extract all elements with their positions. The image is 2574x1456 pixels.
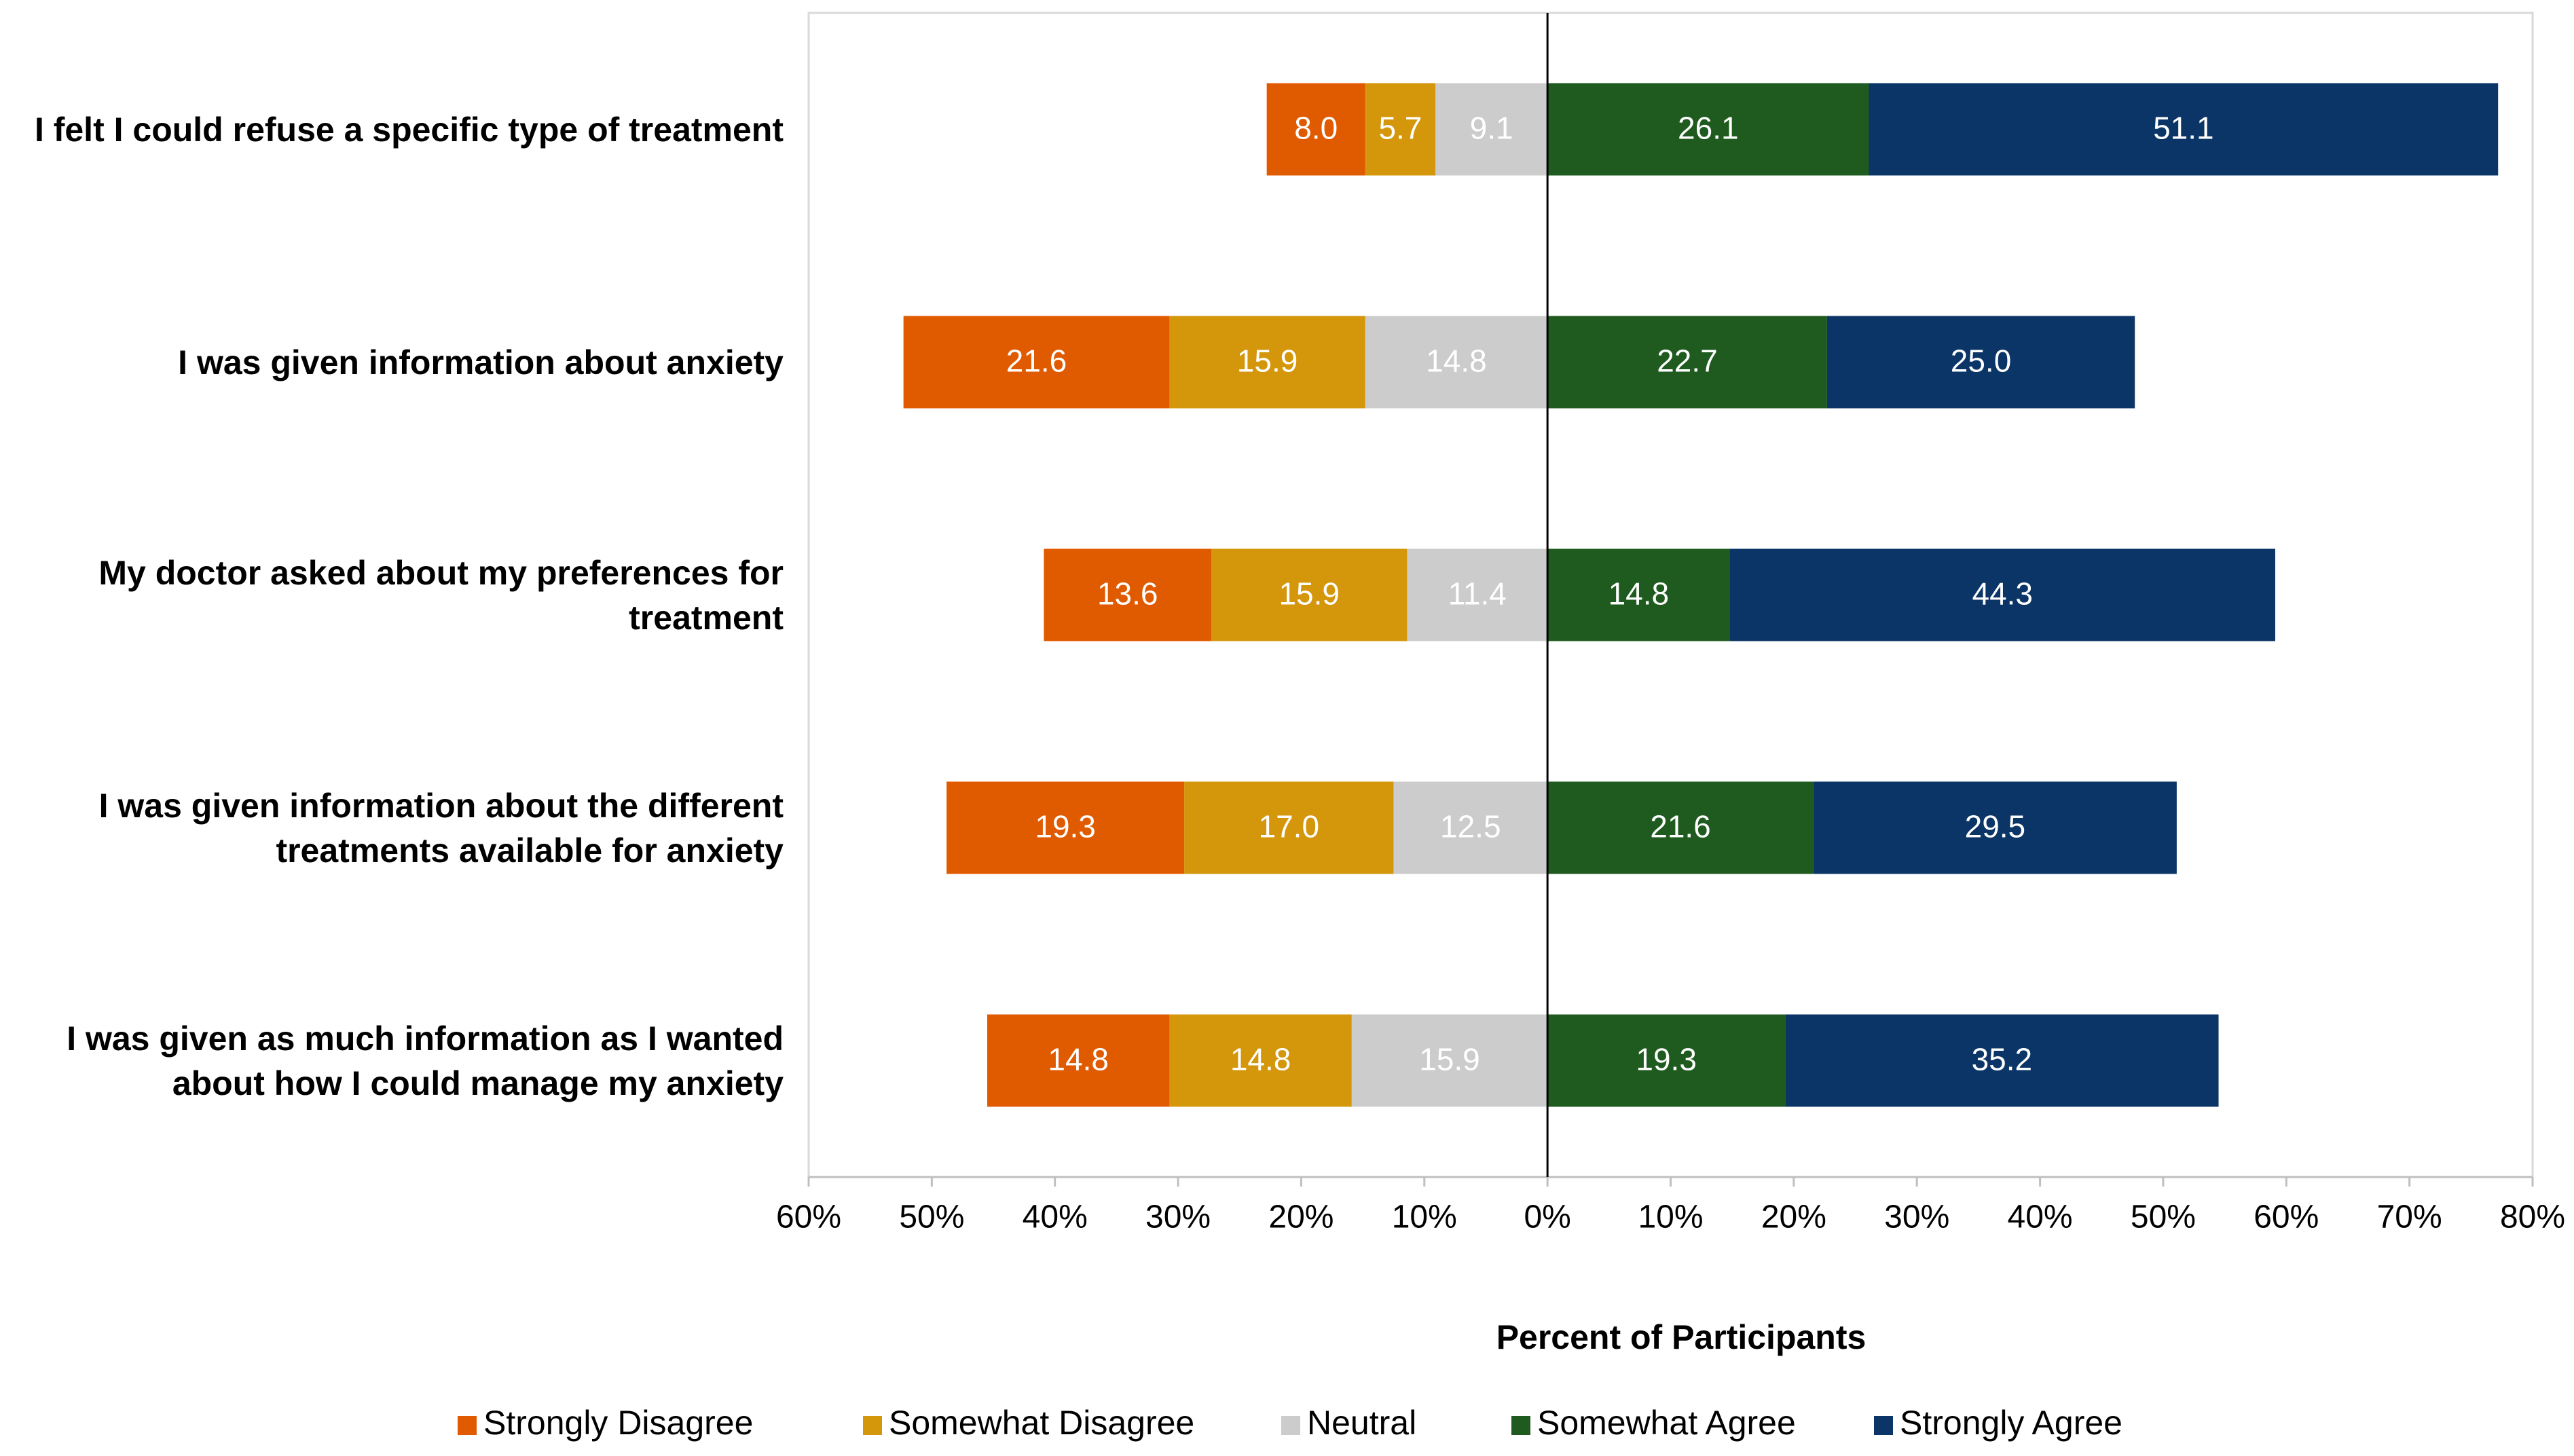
data-label: 14.8: [1048, 1042, 1109, 1077]
bar-segment: [1169, 1014, 1352, 1107]
data-label: 17.0: [1259, 809, 1320, 844]
legend-swatch: [1874, 1416, 1893, 1435]
bar-segment: [1869, 83, 2499, 176]
x-tick-label: 60%: [776, 1199, 841, 1235]
data-label: 8.0: [1294, 111, 1338, 146]
x-tick-label: 80%: [2500, 1199, 2565, 1235]
x-tick-label: 60%: [2254, 1199, 2319, 1235]
data-label: 22.7: [1657, 343, 1718, 379]
legend-label: Neutral: [1307, 1404, 1416, 1442]
x-tick-label: 0%: [1524, 1199, 1570, 1235]
data-label: 21.6: [1650, 809, 1711, 844]
bar-segment: [1044, 548, 1212, 641]
data-label: 11.4: [1448, 576, 1507, 612]
bar-segment: [1435, 83, 1548, 176]
data-label: 19.3: [1035, 809, 1096, 844]
bar-segment: [1547, 1014, 1786, 1107]
bar-segment: [1351, 1014, 1548, 1107]
x-tick-label: 30%: [1145, 1199, 1211, 1235]
bar-segment: [1211, 548, 1408, 641]
data-label: 14.8: [1426, 343, 1487, 379]
data-label: 5.7: [1378, 111, 1422, 146]
bar-segment: [1547, 548, 1730, 641]
data-label: 35.2: [1972, 1042, 2033, 1077]
bar-segment: [1169, 316, 1365, 409]
legend-label: Strongly Disagree: [483, 1404, 753, 1442]
data-label: 14.8: [1608, 576, 1670, 612]
x-tick-label: 20%: [1761, 1199, 1826, 1235]
data-label: 44.3: [1972, 576, 2033, 612]
data-label: 25.0: [1951, 343, 2012, 379]
bar-segment: [1547, 781, 1814, 874]
data-label: 15.9: [1237, 343, 1298, 379]
bar-segment: [1184, 781, 1394, 874]
bar-segment: [1547, 316, 1827, 409]
x-tick-label: 50%: [2131, 1199, 2196, 1235]
x-tick-label: 10%: [1392, 1199, 1457, 1235]
category-label: I felt I could refuse a specific type of…: [34, 110, 784, 149]
category-label: I was given information about the differ…: [98, 786, 784, 870]
legend-label: Somewhat Disagree: [889, 1404, 1194, 1442]
x-tick-label: 50%: [899, 1199, 964, 1235]
bar-segment: [1729, 548, 2275, 641]
data-label: 9.1: [1470, 111, 1513, 146]
x-tick-label: 70%: [2377, 1199, 2442, 1235]
data-label: 19.3: [1636, 1042, 1697, 1077]
bar-segment: [946, 781, 1185, 874]
data-label: 13.6: [1097, 576, 1158, 612]
legend-swatch: [1511, 1416, 1530, 1435]
legend-swatch: [1281, 1416, 1300, 1435]
bar-segment: [1813, 781, 2177, 874]
category-label: I was given information about anxiety: [178, 343, 784, 381]
data-label: 12.5: [1440, 809, 1501, 844]
bar-segment: [1365, 316, 1548, 409]
x-tick-label: 10%: [1638, 1199, 1703, 1235]
x-tick-label: 30%: [1884, 1199, 1949, 1235]
bar-segment: [1365, 83, 1436, 176]
data-label: 29.5: [1965, 809, 2026, 844]
data-label: 51.1: [2153, 111, 2214, 146]
bar-segment: [987, 1014, 1170, 1107]
legend-label: Somewhat Agree: [1537, 1404, 1796, 1442]
data-label: 14.8: [1230, 1042, 1291, 1077]
data-label: 15.9: [1279, 576, 1340, 612]
legend-swatch: [863, 1416, 882, 1435]
x-tick-label: 20%: [1268, 1199, 1334, 1235]
bar-segment: [1393, 781, 1548, 874]
x-tick-label: 40%: [2008, 1199, 2073, 1235]
bar-segment: [1826, 316, 2135, 409]
bar-segment: [1785, 1014, 2219, 1107]
legend-label: Strongly Agree: [1900, 1404, 2122, 1442]
data-label: 15.9: [1419, 1042, 1480, 1077]
bar-segment: [1407, 548, 1548, 641]
bar-segment: [903, 316, 1170, 409]
category-label: I was given as much information as I wan…: [67, 1019, 784, 1102]
data-label: 26.1: [1678, 111, 1739, 146]
bar-segment: [1547, 83, 1869, 176]
legend-swatch: [458, 1416, 477, 1435]
bar-segment: [1266, 83, 1365, 176]
x-axis-title: Percent of Participants: [1496, 1318, 1867, 1356]
x-tick-label: 40%: [1023, 1199, 1088, 1235]
category-label: My doctor asked about my preferences for…: [98, 553, 784, 637]
data-label: 21.6: [1006, 343, 1067, 379]
